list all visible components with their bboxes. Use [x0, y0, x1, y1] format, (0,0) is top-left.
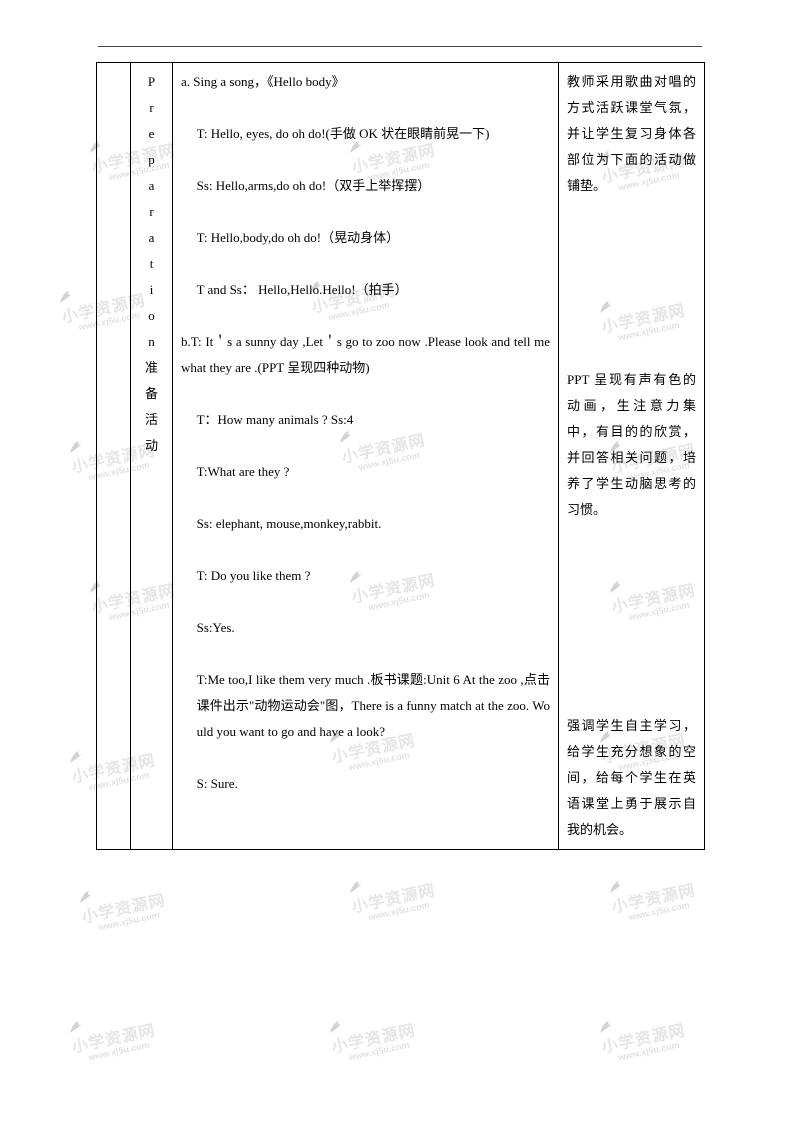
- watermark: 小学资源网www.xj5u.com: [326, 1002, 419, 1066]
- watermark: 小学资源网www.xj5u.com: [76, 872, 169, 936]
- watermark: 小学资源网www.xj5u.com: [596, 1002, 689, 1066]
- line: T: Hello,body,do oh do!（晃动身体）: [181, 225, 550, 251]
- line: S: Sure.: [181, 771, 550, 797]
- watermark: 小学资源网www.xj5u.com: [346, 862, 439, 926]
- col-stage-label: P r e p a r a t i o n 准备 活动: [131, 63, 173, 850]
- line: Ss:Yes.: [181, 615, 550, 641]
- line: Ss: elephant, mouse,monkey,rabbit.: [181, 511, 550, 537]
- line: T:What are they ?: [181, 459, 550, 485]
- col-procedure: a. Sing a song，《Hello body》 T: Hello, ey…: [173, 63, 559, 850]
- col-notes: 教师采用歌曲对唱的方式活跃课堂气氛，并让学生复习身体各部位为下面的活动做铺垫。 …: [559, 63, 705, 850]
- line: T:Me too,I like them very much .板书课题:Uni…: [181, 667, 550, 745]
- header-rule: [98, 46, 702, 47]
- watermark: 小学资源网www.xj5u.com: [66, 1002, 159, 1066]
- table-row: P r e p a r a t i o n 准备 活动 a. Sing a so…: [97, 63, 705, 850]
- note-block: PPT 呈现有声有色的动画，生注意力集中，有目的的欣赏，并回答相关问题，培养了学…: [567, 367, 696, 523]
- line: Ss: Hello,arms,do oh do!（双手上举挥摆）: [181, 173, 550, 199]
- col-blank: [97, 63, 131, 850]
- line: T：How many animals ? Ss:4: [181, 407, 550, 433]
- line: a. Sing a song，《Hello body》: [181, 69, 550, 95]
- line: T and Ss： Hello,Hello.Hello!（拍手）: [181, 277, 550, 303]
- note-block: 强调学生自主学习，给学生充分想象的空间，给每个学生在英语课堂上勇于展示自我的机会…: [567, 713, 696, 843]
- lesson-table: P r e p a r a t i o n 准备 活动 a. Sing a so…: [96, 62, 705, 850]
- line: T: Do you like them ?: [181, 563, 550, 589]
- note-block: 教师采用歌曲对唱的方式活跃课堂气氛，并让学生复习身体各部位为下面的活动做铺垫。: [567, 69, 696, 199]
- line: b.T: It＇s a sunny day ,Let＇s go to zoo n…: [181, 329, 550, 381]
- line: T: Hello, eyes, do oh do!(手做 OK 状在眼睛前晃一下…: [181, 121, 550, 147]
- watermark: 小学资源网www.xj5u.com: [606, 862, 699, 926]
- page-sheet: P r e p a r a t i o n 准备 活动 a. Sing a so…: [96, 62, 704, 850]
